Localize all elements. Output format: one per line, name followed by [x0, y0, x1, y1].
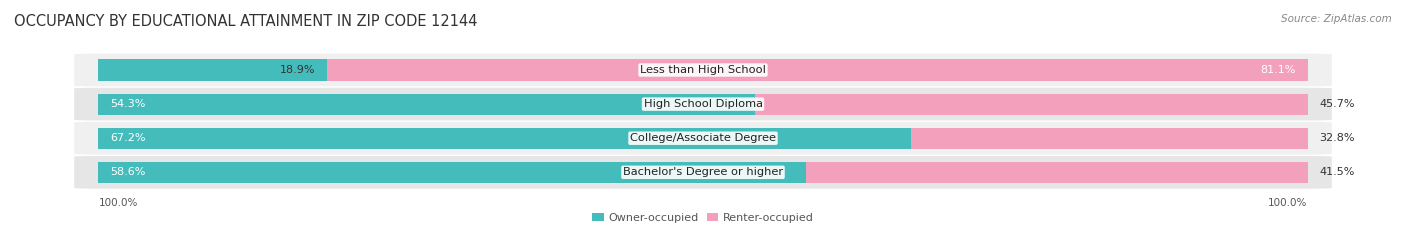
- Text: 100.0%: 100.0%: [98, 198, 138, 208]
- Bar: [806, 162, 1308, 183]
- Text: Source: ZipAtlas.com: Source: ZipAtlas.com: [1281, 14, 1392, 24]
- FancyBboxPatch shape: [75, 122, 1331, 154]
- Text: 100.0%: 100.0%: [1268, 198, 1308, 208]
- Text: Bachelor's Degree or higher: Bachelor's Degree or higher: [623, 167, 783, 177]
- Legend: Owner-occupied, Renter-occupied: Owner-occupied, Renter-occupied: [588, 209, 818, 227]
- FancyBboxPatch shape: [75, 54, 1331, 86]
- Text: 81.1%: 81.1%: [1260, 65, 1295, 75]
- Text: Less than High School: Less than High School: [640, 65, 766, 75]
- Text: 32.8%: 32.8%: [1320, 133, 1355, 143]
- Text: 45.7%: 45.7%: [1320, 99, 1355, 109]
- Text: 41.5%: 41.5%: [1320, 167, 1355, 177]
- Bar: [328, 59, 1308, 81]
- FancyBboxPatch shape: [75, 88, 1331, 120]
- Bar: [98, 59, 328, 81]
- Text: 67.2%: 67.2%: [111, 133, 146, 143]
- Bar: [98, 128, 911, 149]
- FancyBboxPatch shape: [75, 156, 1331, 189]
- Text: College/Associate Degree: College/Associate Degree: [630, 133, 776, 143]
- Text: 58.6%: 58.6%: [111, 167, 146, 177]
- Text: OCCUPANCY BY EDUCATIONAL ATTAINMENT IN ZIP CODE 12144: OCCUPANCY BY EDUCATIONAL ATTAINMENT IN Z…: [14, 14, 478, 29]
- Text: 18.9%: 18.9%: [280, 65, 315, 75]
- Bar: [98, 93, 755, 115]
- Bar: [98, 162, 807, 183]
- Text: 54.3%: 54.3%: [111, 99, 146, 109]
- Text: High School Diploma: High School Diploma: [644, 99, 762, 109]
- Bar: [755, 93, 1308, 115]
- Bar: [911, 128, 1308, 149]
